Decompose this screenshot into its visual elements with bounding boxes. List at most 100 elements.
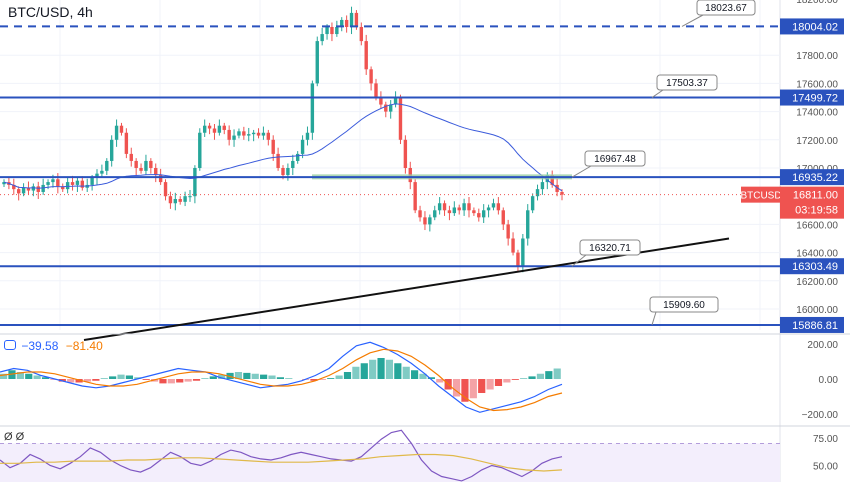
candle-body: [398, 97, 403, 140]
macd-histogram-bar: [276, 377, 284, 379]
macd-line: [0, 341, 563, 413]
macd-value: −39.58: [21, 339, 59, 353]
callout-pointer: [651, 89, 664, 98]
candle-body: [198, 132, 202, 168]
price-tick-label: 16600.00: [796, 220, 838, 231]
candle-body: [315, 41, 319, 84]
callout-box: [649, 296, 719, 313]
macd-histogram-bar: [176, 379, 184, 383]
macd-histogram-bar: [192, 379, 201, 381]
candle-body: [447, 210, 452, 214]
macd-histogram-bar: [117, 374, 125, 379]
macd-legend-icon: [4, 340, 16, 350]
candle-body: [105, 160, 109, 171]
candle-body: [555, 184, 559, 192]
candle-body: [516, 252, 520, 267]
candle-body: [291, 160, 295, 168]
candle-body: [173, 199, 178, 204]
candle-body: [217, 125, 222, 133]
candle-body: [80, 180, 85, 188]
candle-body: [560, 191, 564, 195]
macd-histogram-bar: [251, 373, 259, 379]
candle-body: [119, 125, 124, 133]
level-price-label: 15886.81: [792, 320, 838, 332]
candle-body: [188, 196, 192, 198]
candle-body: [325, 27, 329, 35]
macd-histogram-bar: [335, 375, 343, 379]
candle-body: [310, 83, 315, 133]
macd-histogram-bar: [159, 379, 167, 384]
candle-body: [124, 132, 129, 154]
macd-histogram-bar: [427, 377, 435, 379]
macd-histogram-bar: [385, 359, 394, 379]
candle-body: [237, 131, 241, 136]
macd-histogram-bar: [461, 379, 469, 402]
callout-box: [696, 0, 756, 16]
callout-pointer: [651, 311, 657, 326]
candle-body: [506, 224, 510, 239]
macd-histogram-bar: [218, 374, 226, 379]
rsi-ma-line: [0, 453, 563, 472]
macd-histogram-bar: [436, 379, 444, 383]
candle-body: [149, 160, 153, 168]
macd-legend: −39.58 −81.40: [4, 339, 103, 353]
candle-body: [340, 19, 344, 27]
callout-pointer: [681, 14, 704, 27]
macd-tick-label: −200.00: [802, 410, 839, 421]
candle-body: [335, 27, 339, 35]
candle-body: [300, 139, 305, 154]
macd-tick-label: 200.00: [807, 340, 838, 351]
price-tick-label: 17400.00: [796, 108, 838, 119]
level-price-tag: [780, 18, 844, 35]
rsi-legend: Ø Ø: [4, 431, 25, 443]
candle-body: [286, 168, 290, 176]
candle-body: [433, 210, 437, 218]
macd-histogram-bar: [67, 379, 75, 383]
candle-body: [472, 210, 476, 214]
candle-body: [65, 182, 70, 190]
candle-body: [481, 210, 486, 218]
macd-histogram-bar: [92, 379, 100, 381]
macd-histogram-bar: [494, 379, 503, 386]
callout-label: 18023.67: [705, 3, 747, 14]
candle-body: [271, 139, 275, 154]
level-price-label: 16935.22: [792, 172, 838, 184]
level-price-label: 18004.02: [792, 21, 838, 33]
macd-histogram-bar: [142, 379, 150, 380]
candle-body: [540, 182, 545, 190]
signal-line: [0, 348, 563, 412]
candle-body: [31, 186, 36, 191]
callout-box: [584, 150, 646, 167]
macd-histogram-bar: [16, 372, 24, 379]
candle-body: [247, 134, 251, 136]
candle-body: [144, 160, 148, 171]
macd-histogram-bar: [201, 378, 209, 379]
macd-histogram-bar: [50, 379, 58, 380]
macd-histogram-bar: [318, 379, 326, 380]
macd-histogram-bar: [360, 363, 368, 379]
candle-body: [12, 184, 16, 190]
level-price-label: 16303.49: [792, 261, 838, 273]
candle-body: [222, 125, 226, 130]
candle-body: [61, 186, 65, 190]
rsi-band: [0, 443, 780, 482]
rsi-line: [0, 429, 563, 482]
candle-body: [168, 196, 173, 204]
symbol-tag-box: [741, 186, 781, 203]
macd-histogram-bar: [377, 358, 385, 379]
macd-histogram-bar: [520, 378, 528, 379]
macd-histogram-bar: [167, 379, 175, 384]
macd-histogram-bar: [8, 370, 16, 379]
candle-body: [535, 189, 540, 197]
candle-body: [379, 97, 383, 105]
macd-histogram-bar: [352, 366, 360, 379]
candle-body: [114, 125, 119, 140]
countdown-label: 03:19:58: [795, 205, 838, 217]
macd-histogram-bar: [503, 379, 511, 383]
macd-histogram-bar: [419, 373, 427, 379]
callout-pointer: [571, 254, 587, 267]
macd-histogram-bar: [452, 379, 461, 397]
level-price-label: 17499.72: [792, 93, 838, 105]
macd-histogram-bar: [184, 379, 192, 382]
